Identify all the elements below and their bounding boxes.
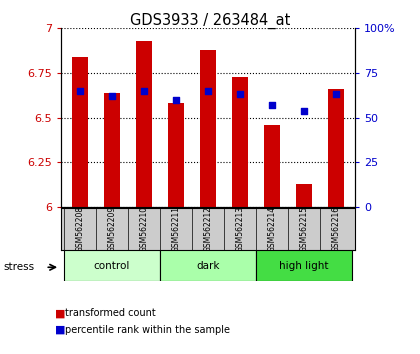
Point — [77, 88, 84, 94]
Point — [300, 108, 307, 113]
Point — [268, 102, 275, 108]
Bar — [232, 76, 248, 207]
Point — [236, 92, 243, 97]
Text: percentile rank within the sample: percentile rank within the sample — [65, 325, 230, 335]
Text: stress: stress — [3, 262, 34, 272]
Text: dark: dark — [196, 261, 220, 271]
Text: GSM562208: GSM562208 — [76, 206, 84, 252]
Text: GSM562210: GSM562210 — [139, 206, 149, 252]
Text: GSM562212: GSM562212 — [203, 206, 213, 252]
Point — [332, 92, 339, 97]
Text: transformed count: transformed count — [65, 308, 156, 318]
Bar — [264, 125, 280, 207]
Text: GDS3933 / 263484_at: GDS3933 / 263484_at — [130, 12, 290, 29]
Bar — [136, 41, 152, 207]
Text: GSM562214: GSM562214 — [267, 206, 276, 252]
Bar — [328, 89, 344, 207]
Text: GSM562216: GSM562216 — [331, 206, 340, 252]
Bar — [296, 184, 312, 207]
Bar — [200, 50, 216, 207]
Text: ■: ■ — [55, 325, 65, 335]
Point — [109, 93, 116, 99]
Text: GSM562215: GSM562215 — [299, 206, 308, 252]
Bar — [104, 93, 120, 207]
Bar — [168, 103, 184, 207]
Bar — [72, 57, 88, 207]
Point — [205, 88, 211, 94]
Text: GSM562209: GSM562209 — [108, 206, 116, 252]
Text: high light: high light — [279, 261, 328, 271]
FancyBboxPatch shape — [256, 250, 352, 281]
Text: control: control — [94, 261, 130, 271]
FancyBboxPatch shape — [64, 250, 160, 281]
Point — [173, 97, 179, 103]
Text: GSM562211: GSM562211 — [171, 206, 181, 252]
FancyBboxPatch shape — [160, 250, 256, 281]
Text: ■: ■ — [55, 308, 65, 318]
Text: GSM562213: GSM562213 — [235, 206, 244, 252]
Point — [141, 88, 147, 94]
